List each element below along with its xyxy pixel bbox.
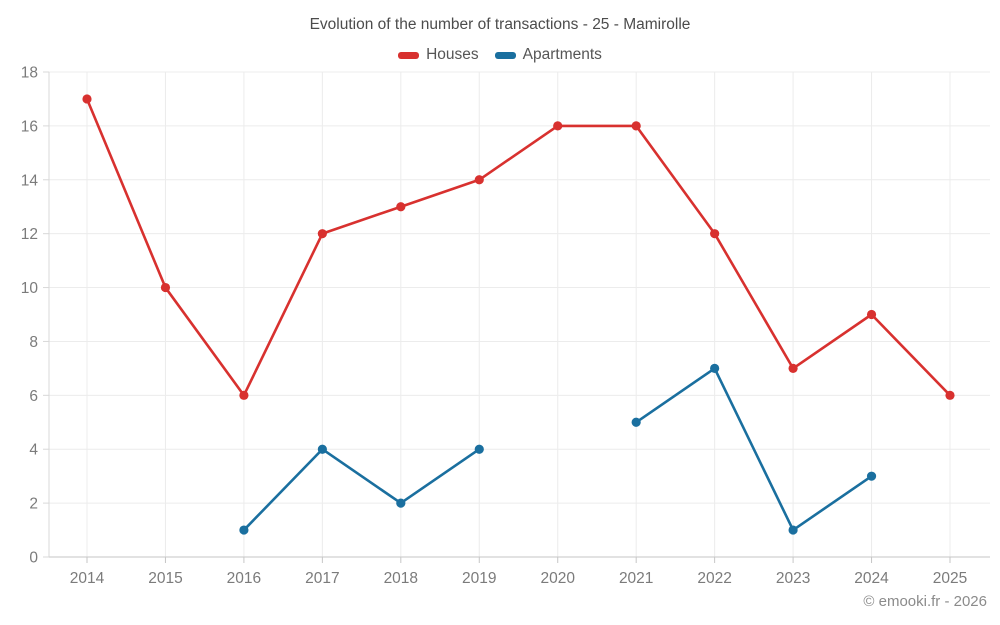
x-axis-label: 2019: [462, 570, 496, 587]
apartments-series-swatch-icon: [494, 51, 516, 59]
data-point-apartments: [631, 417, 641, 427]
data-point-apartments: [710, 363, 720, 373]
data-point-houses: [474, 175, 484, 185]
data-point-houses: [866, 309, 877, 320]
houses-series-swatch-icon: [398, 51, 420, 59]
data-point-houses: [710, 229, 720, 239]
x-axis-label: 2016: [227, 570, 261, 587]
data-point-houses: [788, 363, 798, 373]
y-axis-label: 2: [29, 496, 38, 513]
y-axis-label: 4: [29, 442, 38, 459]
data-point-apartments: [788, 525, 798, 535]
chart-title: Evolution of the number of transactions …: [309, 16, 691, 33]
data-point-apartments: [396, 498, 406, 508]
legend-item-apartments[interactable]: Apartments: [494, 46, 602, 64]
data-point-houses: [631, 121, 641, 131]
series-line-houses: [85, 97, 952, 397]
data-point-houses: [82, 94, 92, 104]
x-axis-label: 2023: [776, 570, 810, 587]
y-axis-label: 8: [29, 334, 38, 351]
y-axis-label: 0: [29, 550, 38, 567]
x-axis-label: 2015: [148, 570, 182, 587]
y-axis-label: 6: [29, 388, 38, 405]
x-axis-label: 2021: [619, 570, 653, 587]
legend-label-houses: Houses: [426, 46, 479, 63]
x-axis-label: 2018: [384, 570, 418, 587]
data-point-houses: [160, 282, 171, 293]
data-point-houses: [553, 121, 563, 131]
series-line-apartments: [634, 367, 873, 532]
x-axis-label: 2022: [697, 570, 731, 587]
y-axis-label: 12: [21, 226, 38, 243]
y-axis-label: 18: [21, 65, 38, 82]
series-line-apartments: [242, 447, 481, 532]
data-point-houses: [317, 229, 327, 239]
x-axis-label: 2020: [540, 570, 575, 587]
y-axis-label: 16: [21, 118, 38, 135]
x-axis-label: 2025: [933, 570, 967, 587]
legend-label-apartments: Apartments: [522, 46, 602, 63]
copyright-credit: © emooki.fr - 2026: [863, 593, 987, 610]
data-point-houses: [239, 390, 249, 400]
data-point-apartments: [866, 471, 877, 481]
data-point-apartments: [474, 444, 484, 454]
y-axis-label: 10: [21, 280, 39, 297]
legend-item-houses[interactable]: Houses: [398, 46, 479, 64]
chart-legend: Houses Apartments: [0, 46, 1000, 64]
x-axis-label: 2014: [70, 570, 105, 587]
y-axis-label: 14: [21, 172, 39, 189]
x-axis-label: 2024: [854, 570, 889, 587]
data-point-apartments: [239, 525, 249, 535]
data-point-houses: [945, 390, 955, 400]
x-axis-label: 2017: [305, 570, 339, 587]
data-point-houses: [396, 202, 406, 212]
data-point-apartments: [317, 444, 327, 454]
